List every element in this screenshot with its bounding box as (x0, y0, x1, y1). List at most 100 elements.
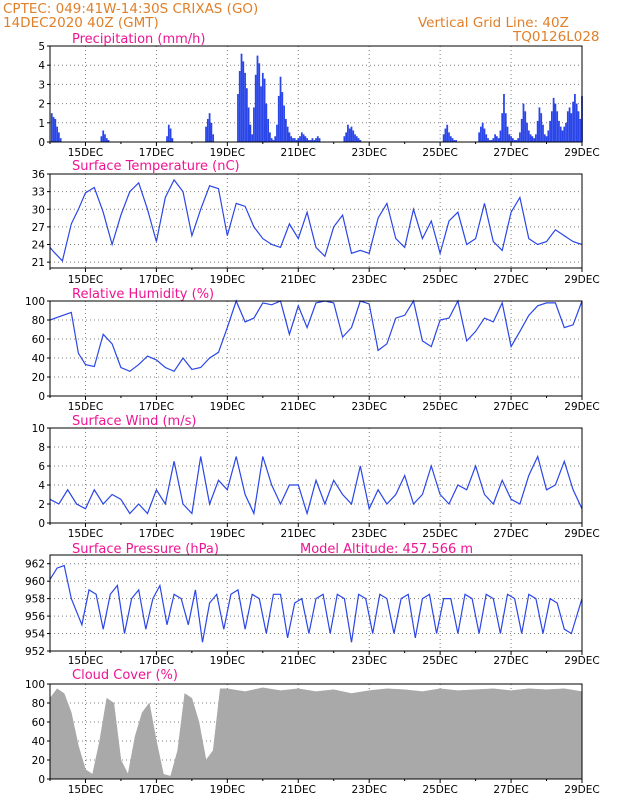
precip-bar (508, 134, 511, 142)
precip-bar (495, 136, 498, 142)
y-tick-label: 5 (38, 41, 45, 53)
x-tick-label: 21DEC (281, 147, 316, 159)
precip-bar (276, 124, 278, 142)
x-tick-label: 27DEC (493, 528, 528, 540)
precip-bar (558, 120, 560, 142)
x-tick-label: 15DEC (68, 147, 103, 159)
precip-bar (57, 132, 60, 142)
y-tick-label: 20 (32, 372, 45, 384)
precip-bar (527, 130, 530, 142)
y-tick-label: 40 (32, 736, 45, 748)
y-tick-label: 0 (38, 774, 45, 786)
x-tick-label: 27DEC (493, 784, 528, 796)
x-tick-label: 27DEC (493, 274, 528, 286)
precip-bar (545, 136, 548, 142)
precip-bar (352, 130, 355, 142)
precip-bar (316, 136, 319, 142)
precip-bar (205, 126, 207, 142)
precip-bar (272, 140, 275, 142)
y-tick-label: 10 (32, 423, 45, 435)
x-tick-label: 21DEC (281, 655, 316, 667)
precip-bar (478, 132, 481, 142)
x-tick-label: 25DEC (422, 401, 457, 413)
panel-annotation: Model Altitude: 457.566 m (300, 542, 473, 557)
precip-bar (529, 134, 532, 142)
precip-bar (535, 134, 537, 142)
precip-bar (283, 105, 285, 142)
y-tick-label: 956 (25, 611, 45, 623)
precip-bar (244, 72, 246, 142)
precip-bar (446, 124, 449, 142)
precip-bar (50, 113, 53, 142)
y-tick-label: 24 (32, 240, 46, 252)
precip-bar (451, 138, 454, 142)
x-tick-label: 23DEC (351, 784, 386, 796)
x-tick-label: 29DEC (564, 655, 599, 667)
precip-bar (265, 103, 268, 142)
y-tick-label: 100 (25, 296, 45, 308)
x-tick-label: 15DEC (68, 528, 103, 540)
x-tick-label: 15DEC (68, 274, 103, 286)
x-tick-label: 17DEC (139, 528, 174, 540)
precip-bar (102, 130, 105, 142)
precip-bar (442, 134, 445, 142)
y-tick-label: 30 (32, 204, 45, 216)
precip-bar (105, 138, 108, 142)
y-tick-label: 962 (25, 559, 45, 571)
precip-bar (54, 118, 57, 142)
precip-bar (550, 111, 553, 142)
precip-bar (359, 140, 362, 142)
precip-bar (260, 86, 262, 142)
precip-bar (517, 138, 520, 142)
precip-bar (579, 118, 582, 142)
precip-bar (267, 118, 270, 142)
x-tick-label: 23DEC (351, 274, 386, 286)
precip-bar (277, 95, 280, 142)
y-tick-label: 4 (38, 60, 45, 72)
precip-bar (240, 53, 243, 142)
x-tick-label: 19DEC (210, 528, 245, 540)
precip-bar (306, 138, 309, 142)
x-tick-label: 15DEC (68, 655, 103, 667)
x-tick-label: 17DEC (139, 655, 174, 667)
precip-bar (56, 126, 58, 142)
header-date: 14DEC2020 40Z (GMT) (3, 15, 159, 31)
x-tick-label: 17DEC (139, 274, 174, 286)
y-tick-label: 6 (38, 461, 45, 473)
precip-bar (561, 130, 564, 142)
precip-bar (348, 128, 351, 142)
y-tick-label: 958 (25, 594, 45, 606)
precip-bar (444, 128, 447, 142)
precip-bar (552, 97, 555, 142)
plot-frame (49, 554, 583, 652)
precip-bar (538, 107, 541, 142)
precip-bar (270, 138, 273, 142)
precip-bar (59, 138, 62, 142)
precip-bar (543, 134, 546, 142)
precip-bar (531, 136, 534, 142)
series-line (49, 299, 583, 373)
precip-bar (577, 111, 580, 142)
precip-bar (52, 117, 55, 142)
x-tick-label: 19DEC (210, 274, 245, 286)
precip-bar (568, 107, 571, 142)
precip-bar (490, 140, 493, 142)
x-tick-label: 19DEC (210, 784, 245, 796)
precip-bar (261, 72, 264, 142)
y-tick-label: 3 (38, 79, 45, 91)
x-tick-label: 23DEC (351, 401, 386, 413)
precip-bar (295, 140, 298, 142)
precip-bar (549, 120, 551, 142)
precip-bar (345, 132, 348, 142)
precip-bar (520, 118, 523, 142)
precip-bar (542, 124, 544, 142)
precip-bar (308, 140, 310, 142)
precip-bar (501, 113, 504, 142)
precip-bar (315, 138, 317, 142)
x-tick-label: 21DEC (281, 784, 316, 796)
y-tick-label: 954 (25, 629, 45, 641)
panel-0: Precipitation (mm/h) 0 1 2 3 4 5 15DEC 17DEC 19DE… (38, 32, 599, 159)
precip-bar (237, 94, 239, 142)
series-line (49, 564, 583, 643)
